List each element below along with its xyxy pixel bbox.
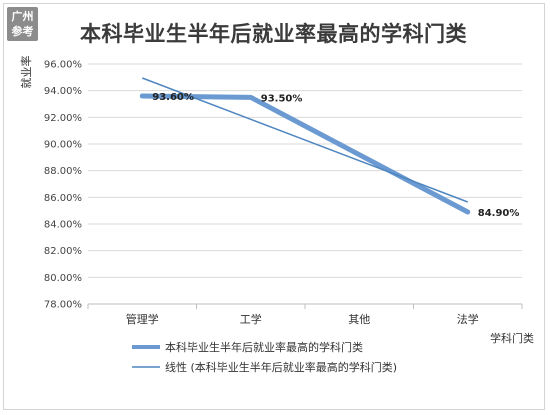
trendline-group [141,77,469,203]
badge-line-2: 参考 [11,25,34,38]
series-line [139,93,471,215]
y-axis-title: 就业率 [19,56,33,89]
data-label: 93.50% [261,93,303,104]
gridlines [87,63,523,309]
y-tick-labels: 78.00% 80.00% 82.00% 84.00% 86.00% 88.00% 90.0… [44,60,82,311]
series-group [139,93,471,215]
y-tick-label: 88.00% [44,166,82,177]
legend: 本科毕业生半年后就业率最高的学科门类 线性 (本科毕业生半年后就业率最高的学科门… [132,340,397,374]
legend-entry-series: 本科毕业生半年后就业率最高的学科门类 [165,340,363,354]
data-labels: 93.60% 93.50% 84.90% [152,92,519,219]
y-tick-label: 90.00% [44,140,82,151]
x-category-label: 工学 [240,312,262,326]
y-tick-label: 82.00% [44,246,82,257]
data-label: 93.60% [152,92,194,103]
x-category-label: 管理学 [126,312,159,326]
y-tick-label: 94.00% [44,86,82,97]
x-axis-title: 学科门类 [490,331,534,345]
y-tick-label: 84.00% [44,220,82,231]
legend-entry-trendline: 线性 (本科毕业生半年后就业率最高的学科门类) [165,360,397,374]
trendline [141,77,469,203]
y-tick-label: 92.00% [44,113,82,124]
chart-title: 本科毕业生半年后就业率最高的学科门类 [80,22,467,46]
y-tick-label: 80.00% [44,273,82,284]
source-badge: 广州 参考 [7,7,38,41]
data-label: 84.90% [478,208,520,219]
y-tick-label: 86.00% [44,193,82,204]
badge-line-1: 广州 [11,10,34,23]
y-tick-label: 96.00% [44,60,82,71]
y-tick-label: 78.00% [44,300,82,311]
x-category-label: 其他 [348,313,370,326]
x-category-label: 法学 [457,312,479,326]
x-category-labels: 管理学 工学 其他 法学 [126,312,479,326]
